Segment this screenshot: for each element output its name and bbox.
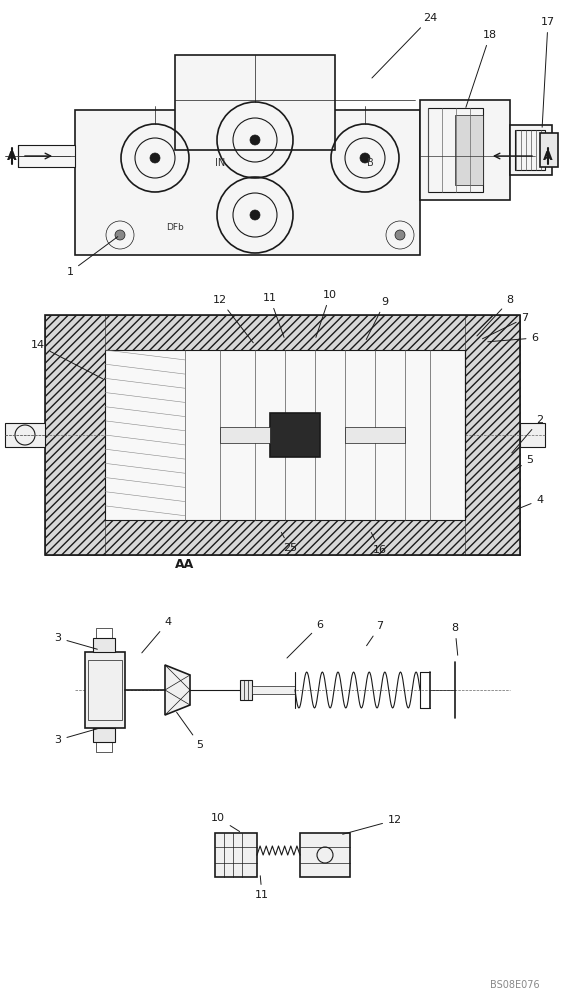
- Text: 4: 4: [142, 617, 171, 653]
- Text: 6: 6: [488, 333, 539, 343]
- Circle shape: [395, 230, 405, 240]
- Bar: [93, 728, 115, 742]
- Bar: [465, 315, 520, 555]
- Text: B: B: [367, 158, 373, 168]
- Text: 5: 5: [509, 455, 534, 473]
- Text: 5: 5: [177, 712, 204, 750]
- Bar: [520, 423, 545, 447]
- Bar: [455, 115, 483, 185]
- Circle shape: [250, 135, 260, 145]
- Text: 4: 4: [518, 495, 544, 509]
- Text: BS08E076: BS08E076: [490, 980, 540, 990]
- Bar: [270, 413, 320, 457]
- Circle shape: [150, 153, 160, 163]
- Text: 10: 10: [316, 290, 337, 337]
- Text: 7: 7: [367, 621, 384, 646]
- Bar: [240, 680, 252, 700]
- Bar: [96, 628, 112, 638]
- Text: 3: 3: [55, 729, 98, 745]
- Circle shape: [250, 210, 260, 220]
- Text: 17: 17: [541, 17, 555, 127]
- Bar: [510, 125, 552, 175]
- Polygon shape: [165, 665, 190, 715]
- Bar: [88, 660, 122, 720]
- Text: 9: 9: [366, 297, 389, 340]
- Text: 14: 14: [31, 340, 103, 379]
- Text: 24: 24: [372, 13, 437, 78]
- Text: 11: 11: [255, 876, 269, 900]
- Text: 3: 3: [55, 633, 98, 649]
- Bar: [18, 145, 75, 167]
- Text: 10: 10: [211, 813, 240, 832]
- Text: 2: 2: [512, 415, 544, 453]
- Text: A: A: [7, 149, 17, 162]
- Bar: [96, 742, 112, 752]
- Text: 16: 16: [371, 532, 387, 555]
- Circle shape: [115, 230, 125, 240]
- Text: 25: 25: [281, 532, 297, 553]
- Bar: [215, 833, 257, 877]
- Text: 1: 1: [67, 237, 118, 277]
- Text: 8: 8: [477, 295, 514, 336]
- Bar: [540, 133, 558, 167]
- Bar: [420, 100, 510, 200]
- Bar: [45, 315, 520, 555]
- Text: AA: AA: [175, 558, 195, 572]
- Text: 8: 8: [451, 623, 459, 655]
- Circle shape: [360, 153, 370, 163]
- Text: 11: 11: [263, 293, 284, 337]
- Text: 12: 12: [343, 815, 402, 834]
- Bar: [45, 520, 520, 555]
- Bar: [300, 833, 350, 877]
- Bar: [85, 652, 125, 728]
- Bar: [45, 315, 520, 350]
- Text: DFb: DFb: [166, 224, 184, 232]
- Text: 18: 18: [466, 30, 497, 107]
- Bar: [105, 350, 465, 520]
- Bar: [430, 350, 465, 520]
- Bar: [220, 427, 270, 443]
- Bar: [93, 638, 115, 652]
- Bar: [252, 686, 295, 694]
- Bar: [105, 350, 185, 520]
- Bar: [428, 108, 483, 192]
- Bar: [515, 130, 545, 170]
- Bar: [45, 315, 105, 555]
- Bar: [345, 427, 405, 443]
- Bar: [5, 423, 45, 447]
- Text: IN: IN: [215, 158, 225, 168]
- Text: 7: 7: [482, 313, 528, 339]
- Text: 6: 6: [287, 620, 324, 658]
- Text: A: A: [543, 149, 553, 162]
- Bar: [175, 55, 335, 150]
- Bar: [75, 110, 420, 255]
- Text: 12: 12: [213, 295, 253, 343]
